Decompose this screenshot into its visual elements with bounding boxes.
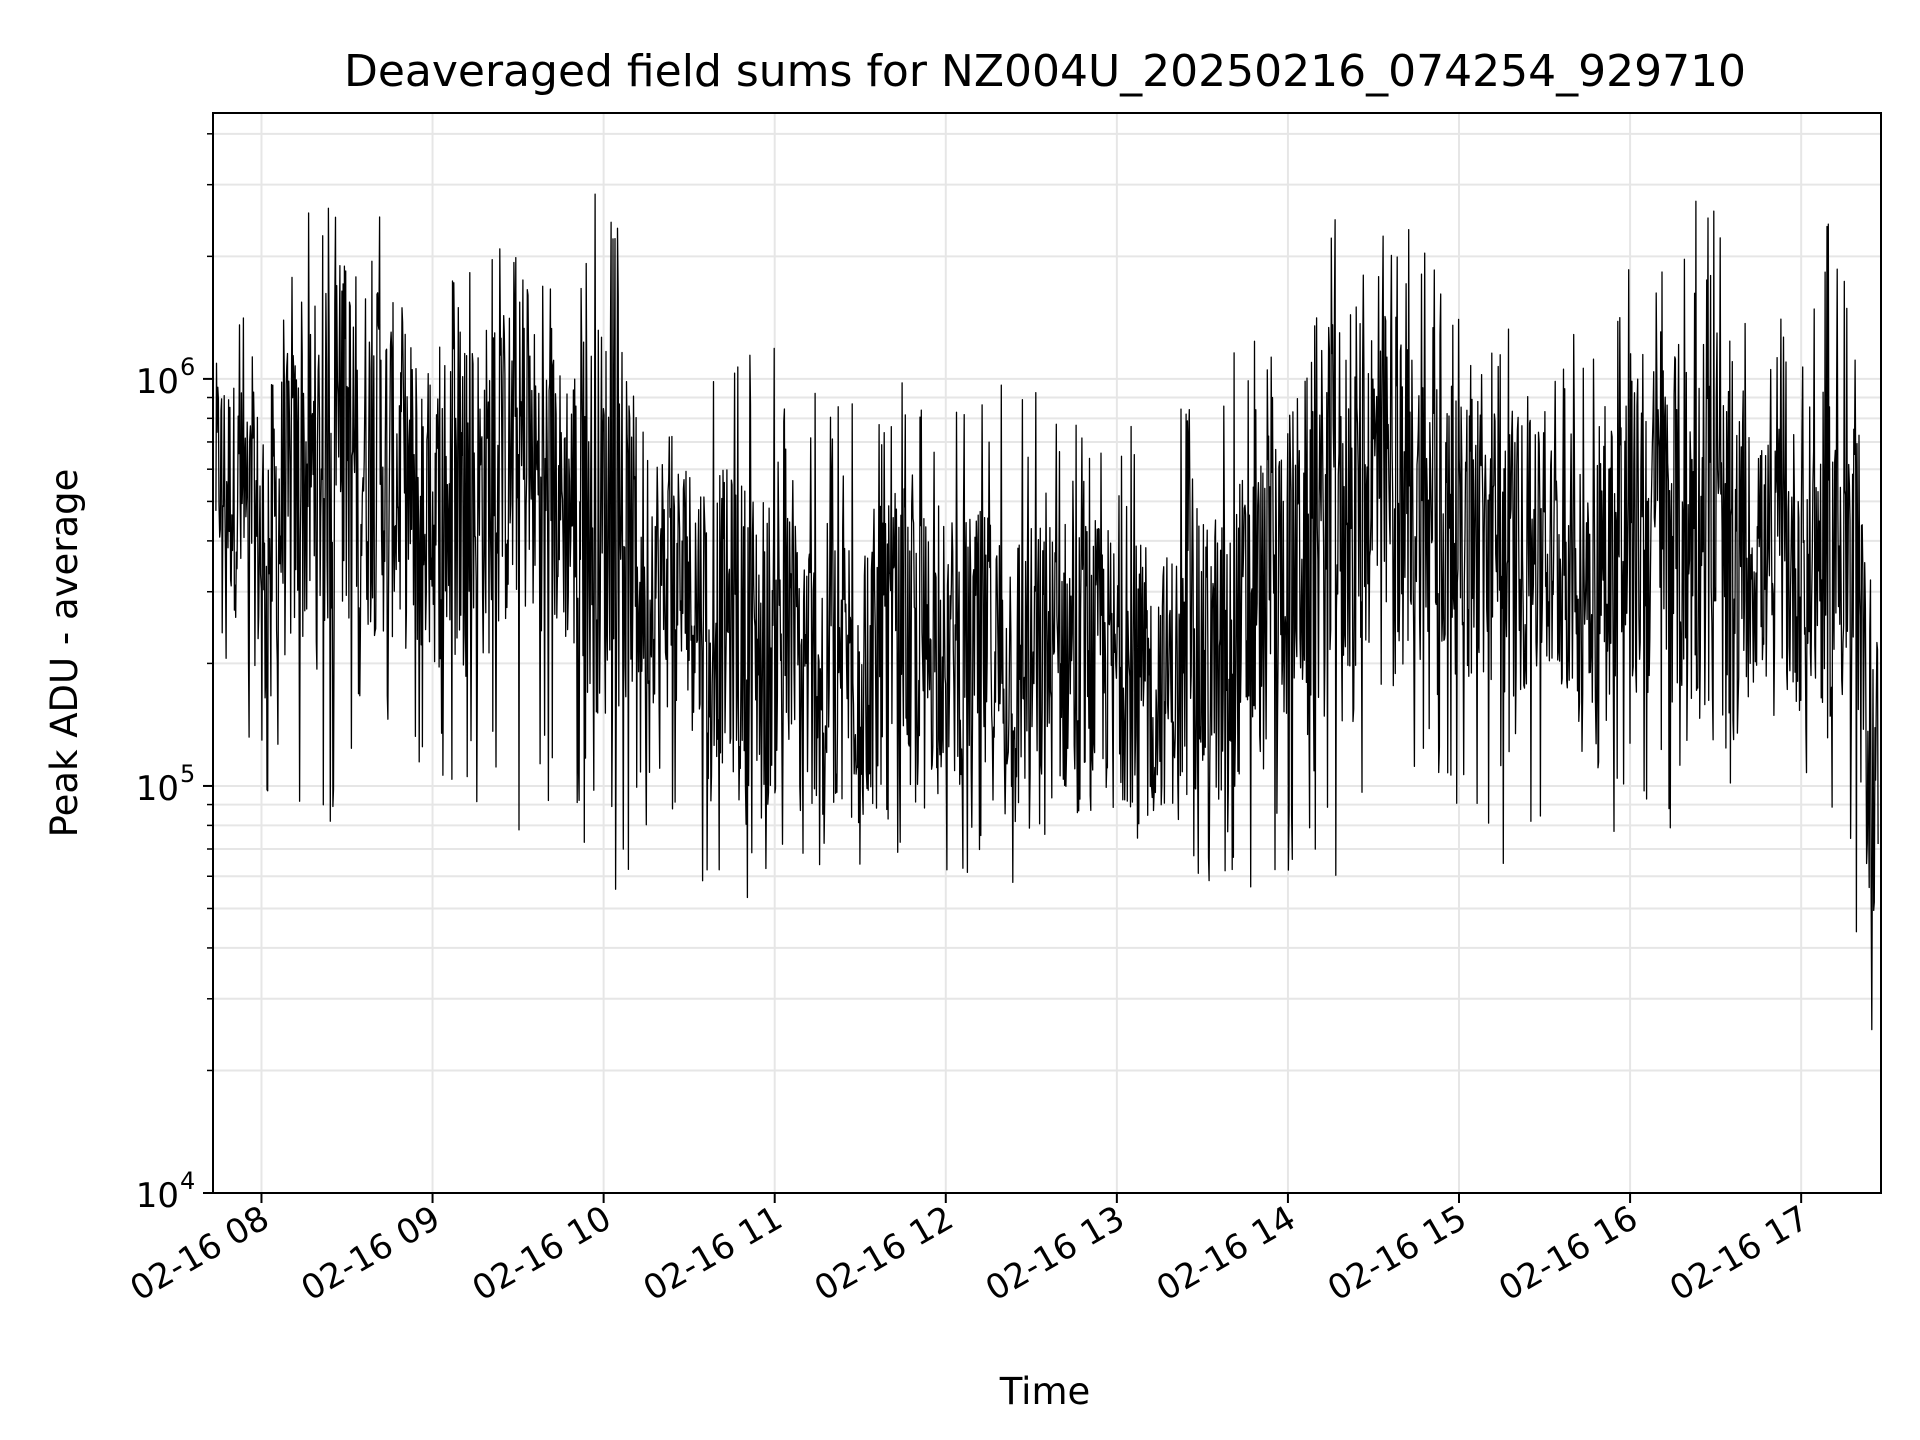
x-tick-label: 02-16 13 [979, 1198, 1131, 1309]
x-tick-label: 02-16 12 [808, 1198, 960, 1309]
y-tick-label: 10 [136, 1176, 179, 1216]
data-series [215, 193, 1879, 1031]
x-tick-label: 02-16 10 [466, 1198, 618, 1309]
x-tick-label: 02-16 09 [295, 1198, 447, 1309]
series-line [215, 193, 1879, 1031]
x-tick-label: 02-16 11 [637, 1198, 789, 1309]
x-axis-label: Time [999, 1370, 1091, 1413]
x-axis-ticks: 02-16 08 02-16 09 02-16 10 02-16 11 02-16 12… [124, 1193, 1816, 1309]
y-tick-exponent: 5 [180, 760, 195, 788]
x-tick-label: 02-16 16 [1492, 1198, 1644, 1309]
x-tick-label: 02-16 17 [1663, 1198, 1815, 1309]
y-tick-exponent: 4 [180, 1167, 195, 1195]
chart-title: Deaveraged field sums for NZ004U_2025021… [344, 46, 1746, 97]
plot-frame [212, 112, 1882, 1194]
y-tick-label: 10 [136, 362, 179, 402]
y-tick-exponent: 6 [180, 353, 195, 381]
x-tick-label: 02-16 15 [1321, 1198, 1473, 1309]
y-axis-label: Peak ADU - average [43, 469, 86, 838]
x-tick-label: 02-16 14 [1150, 1198, 1302, 1309]
y-tick-label: 10 [136, 769, 179, 809]
